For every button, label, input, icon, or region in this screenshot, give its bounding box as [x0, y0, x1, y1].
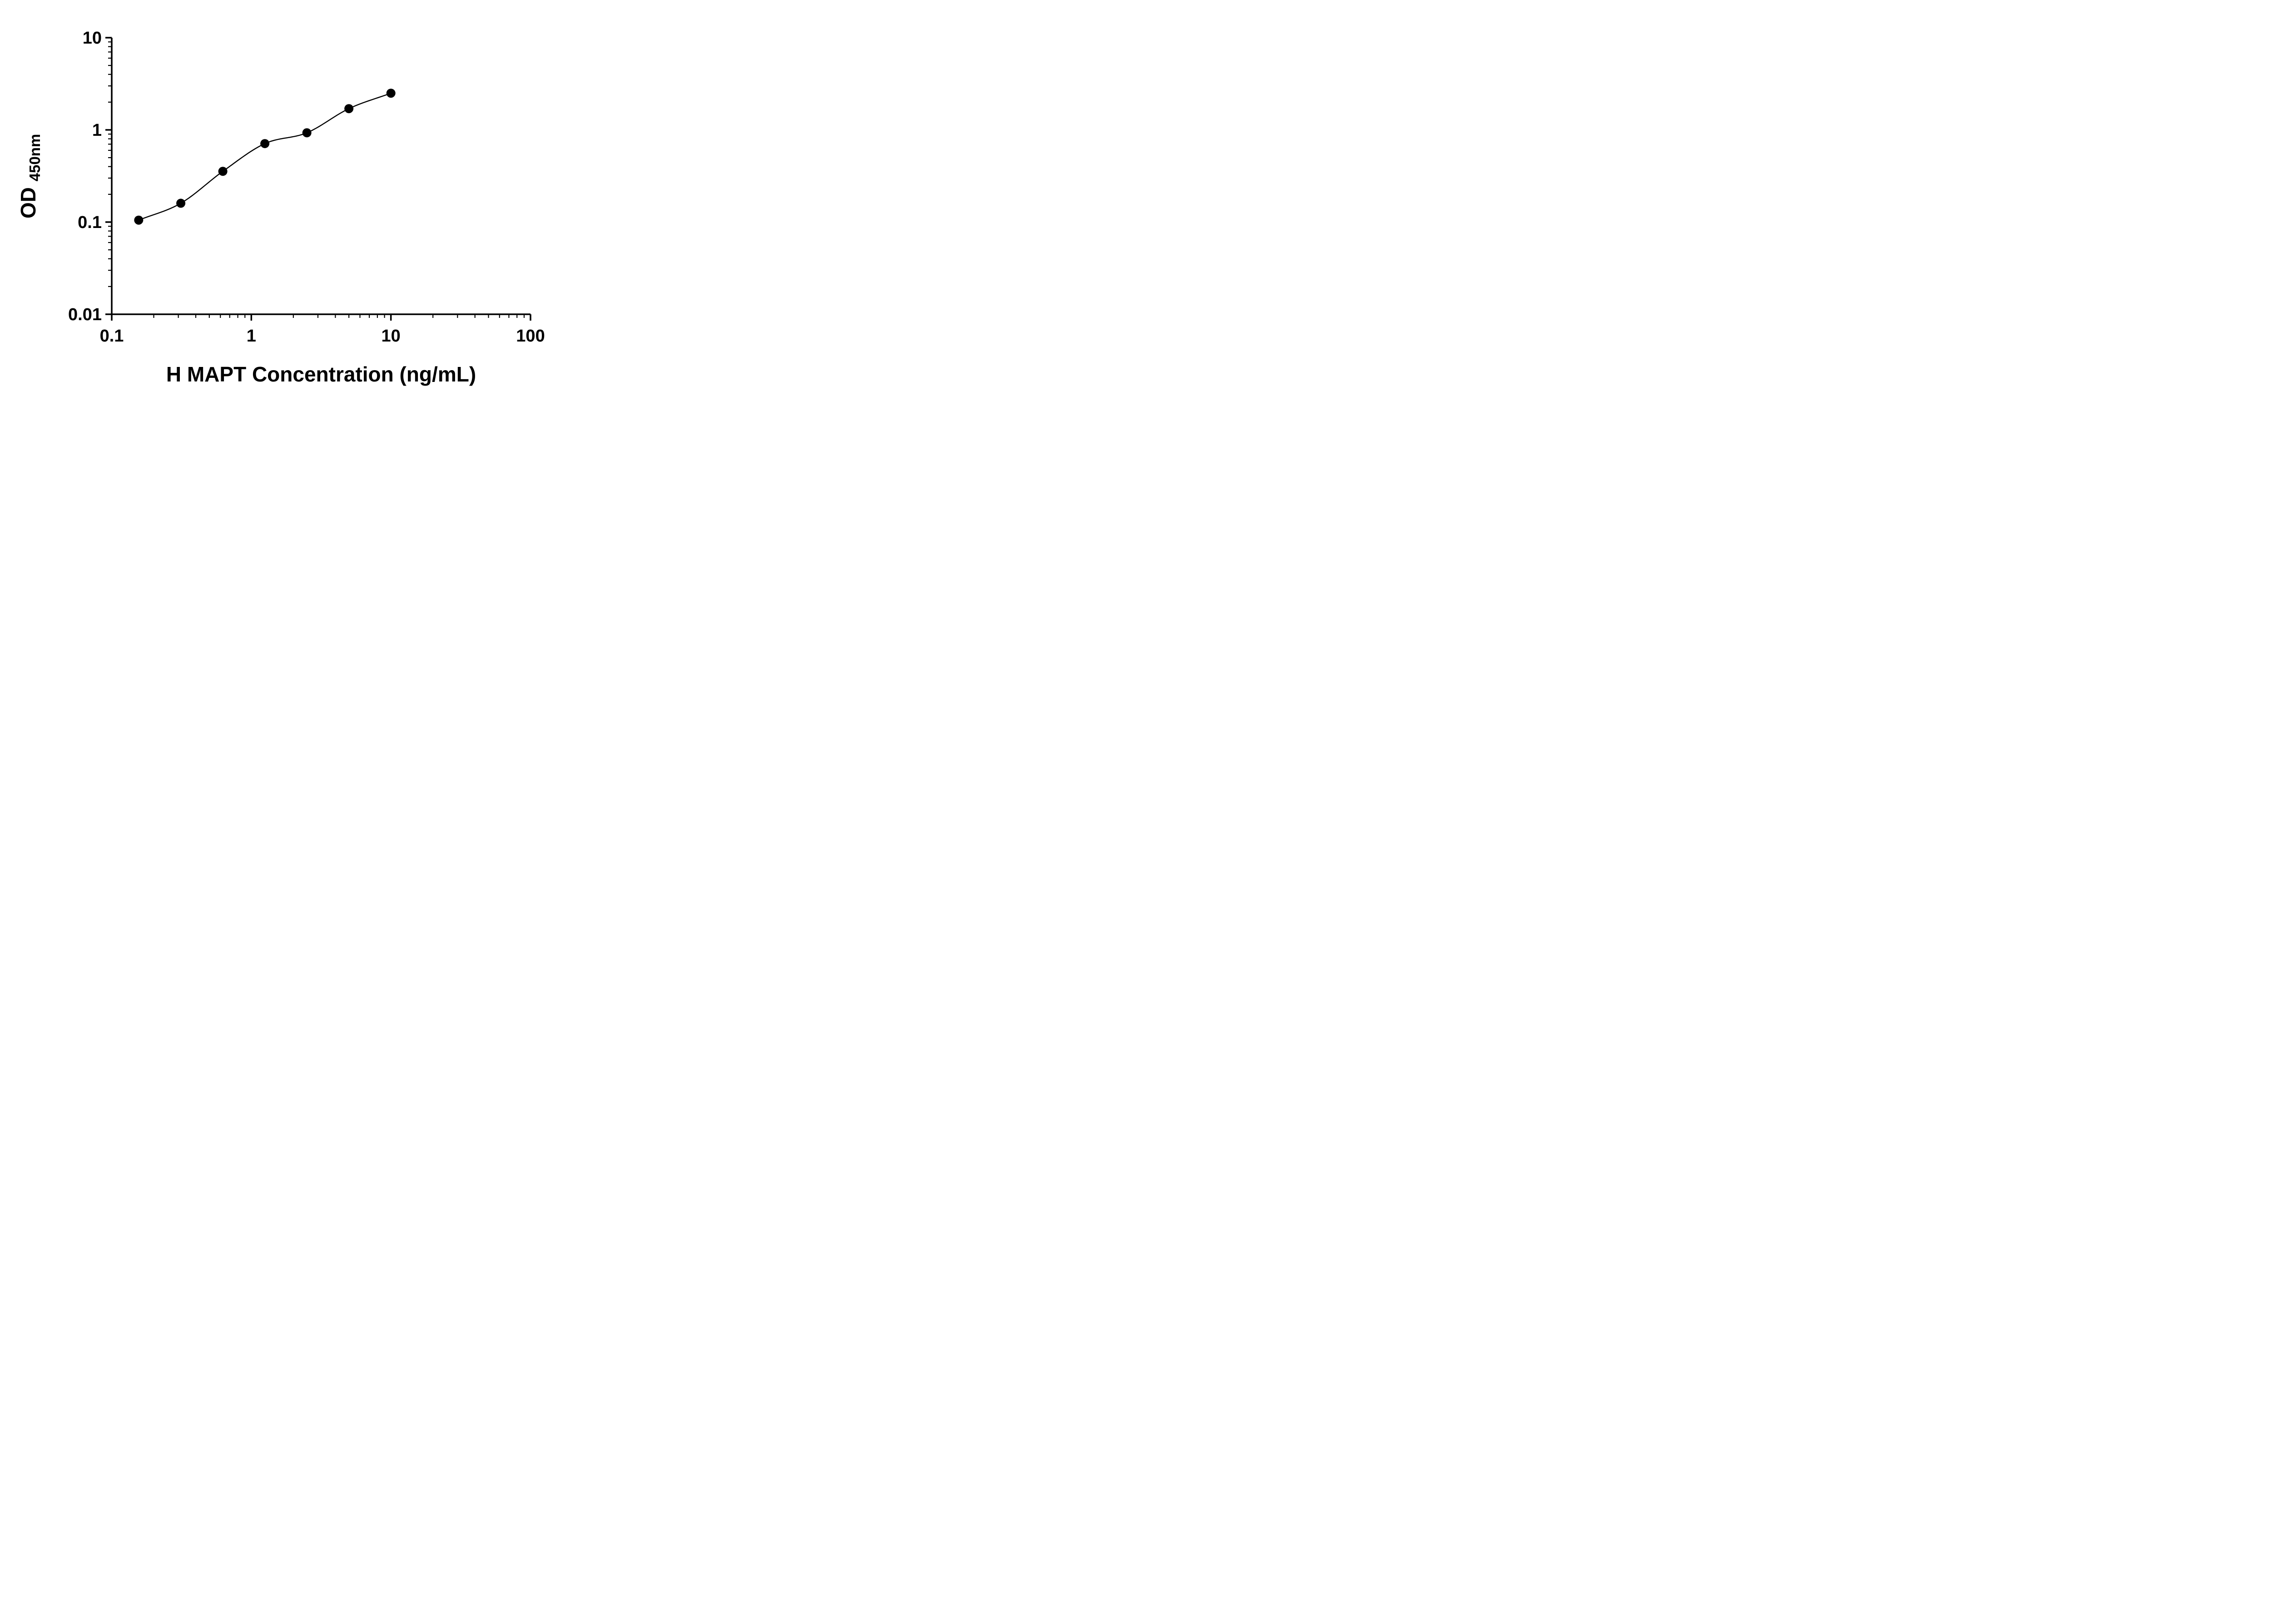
y-axis-tick-label: 10	[83, 29, 102, 48]
elisa-standard-curve-page: 0.1 1 10 100 0.01 0.1 1 10 H MAPT Concentration…	[0, 0, 587, 406]
data-point	[302, 128, 312, 138]
data-point	[386, 89, 396, 98]
fit-curve	[138, 93, 392, 221]
standard-curve-figure: 0.1 1 10 100 0.01 0.1 1 10 H MAPT Concentration…	[0, 0, 587, 406]
axes-lines	[111, 38, 531, 315]
y-axis-title: OD 450nm	[16, 134, 43, 218]
data-point	[134, 215, 144, 225]
y-axis-tick-label: 1	[92, 121, 102, 140]
data-point	[218, 167, 228, 176]
data-point	[344, 104, 354, 114]
y-axis-tick-label: 0.1	[78, 213, 102, 232]
x-axis-tick-label: 100	[516, 327, 545, 346]
x-axis-tick-label: 1	[247, 327, 256, 346]
plot-layer: 0.1 1 10 100 0.01 0.1 1 10	[68, 29, 545, 346]
x-axis-tick-label: 10	[382, 327, 401, 346]
data-point	[176, 198, 186, 208]
y-axis-tick-label: 0.01	[68, 305, 102, 324]
y-axis-title-subscript: 450nm	[26, 134, 43, 182]
data-point	[260, 139, 270, 149]
x-axis-title: H MAPT Concentration (ng/mL)	[166, 362, 476, 386]
y-axis-title-main: OD	[16, 187, 40, 218]
chart-canvas: 0.1 1 10 100 0.01 0.1 1 10 H MAPT Concentration…	[16, 29, 545, 386]
x-axis-tick-label: 0.1	[100, 327, 124, 346]
